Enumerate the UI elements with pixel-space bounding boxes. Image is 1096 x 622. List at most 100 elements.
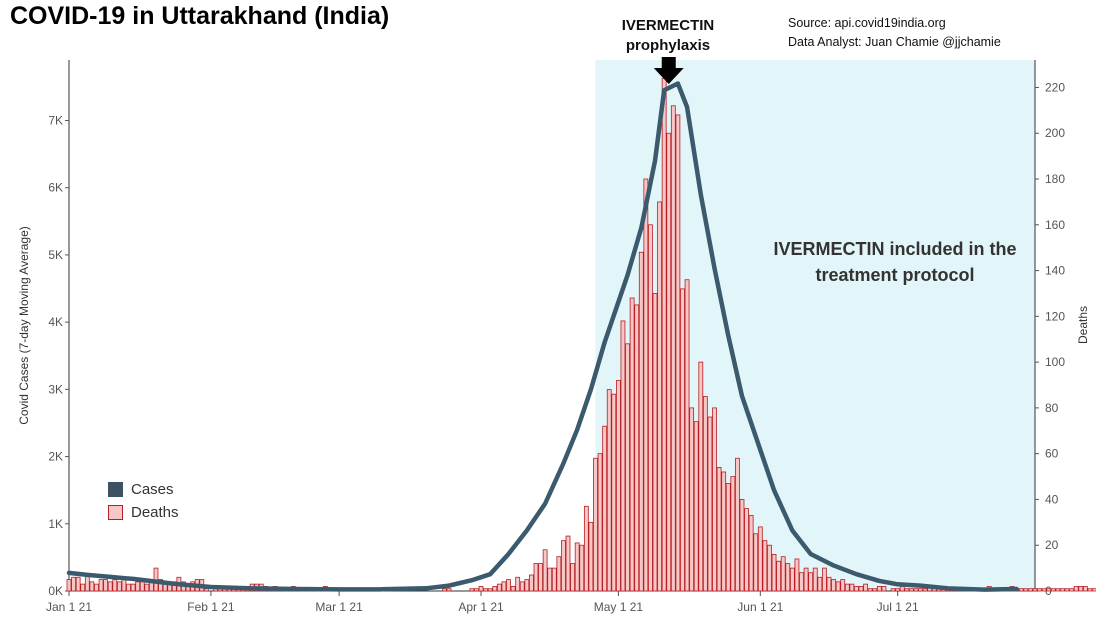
deaths-bar xyxy=(135,581,141,592)
deaths-bar xyxy=(1032,588,1038,592)
deaths-bar xyxy=(89,581,95,592)
deaths-bar xyxy=(698,361,704,592)
deaths-bar xyxy=(648,224,653,592)
deaths-bar xyxy=(606,389,612,592)
x-tick-label: Mar 1 21 xyxy=(315,600,363,614)
y-left-tick-label: 1K xyxy=(48,517,63,531)
y-right-tick-label: 180 xyxy=(1045,172,1065,186)
deaths-bar xyxy=(203,588,209,592)
deaths-bar xyxy=(812,567,818,592)
deaths-bar xyxy=(854,586,859,592)
deaths-bar xyxy=(474,588,479,592)
deaths-bar xyxy=(487,588,493,592)
deaths-bar xyxy=(1060,588,1065,592)
deaths-bar xyxy=(1087,588,1093,592)
deaths-bar xyxy=(446,588,452,592)
y-right-tick-label: 80 xyxy=(1045,401,1059,415)
y-left-tick-label: 6K xyxy=(48,181,63,195)
deaths-bar xyxy=(771,553,777,592)
deaths-bar xyxy=(496,583,502,592)
deaths-bar xyxy=(112,579,118,592)
treatment-annotation: IVERMECTIN included in the treatment pro… xyxy=(760,236,1030,288)
y-left-tick-label: 2K xyxy=(48,450,63,464)
deaths-bar xyxy=(538,563,543,592)
deaths-bar xyxy=(71,576,76,592)
deaths-bar xyxy=(629,297,635,592)
deaths-bar xyxy=(1037,588,1042,592)
deaths-bar xyxy=(506,579,511,592)
deaths-bar xyxy=(730,476,736,592)
treatment-annotation-line1: IVERMECTIN included in the xyxy=(773,239,1017,259)
deaths-bar xyxy=(785,563,791,592)
deaths-bar xyxy=(1055,588,1061,592)
legend-item-deaths: Deaths xyxy=(108,501,179,524)
deaths-bar xyxy=(130,583,136,592)
deaths-bar xyxy=(638,251,644,592)
deaths-bar xyxy=(1073,586,1079,592)
deaths-bar xyxy=(881,586,887,592)
deaths-bar xyxy=(666,132,672,592)
deaths-bar xyxy=(84,574,90,592)
deaths-bar xyxy=(735,457,740,592)
deaths-bar xyxy=(103,579,109,592)
deaths-bar xyxy=(510,586,516,592)
deaths-bar xyxy=(492,586,498,592)
deaths-bar xyxy=(684,279,690,592)
y-left-tick-label: 0K xyxy=(48,584,63,598)
deaths-bar xyxy=(565,535,571,592)
deaths-bar xyxy=(867,588,873,592)
deaths-bar xyxy=(849,583,855,592)
deaths-bar xyxy=(789,567,795,592)
deaths-bar xyxy=(583,505,589,592)
x-tick-label: Feb 1 21 xyxy=(187,600,235,614)
deaths-bar xyxy=(670,105,676,592)
deaths-bar xyxy=(643,178,649,592)
treatment-annotation-line2: treatment protocol xyxy=(815,265,975,285)
y-right-tick-label: 140 xyxy=(1045,264,1065,278)
deaths-bar xyxy=(716,467,722,592)
deaths-bar xyxy=(707,416,713,592)
prophylaxis-arrow xyxy=(653,57,684,84)
prophylaxis-annotation-line2: prophylaxis xyxy=(625,37,711,54)
y-left-tick-label: 5K xyxy=(48,248,63,262)
y-right-tick-label: 20 xyxy=(1045,538,1059,552)
deaths-bar xyxy=(80,583,86,592)
x-tick-label: Apr 1 21 xyxy=(458,600,504,614)
chart-title: COVID-19 in Uttarakhand (India) xyxy=(10,2,390,30)
deaths-bar xyxy=(725,483,731,592)
deaths-bar xyxy=(515,576,521,592)
deaths-bar xyxy=(831,579,836,592)
deaths-bar xyxy=(872,588,878,592)
cases-swatch xyxy=(108,482,123,497)
deaths-bar xyxy=(840,579,846,592)
prophylaxis-annotation: IVERMECTIN prophylaxis xyxy=(598,16,738,56)
deaths-bar xyxy=(712,407,717,592)
y-right-tick-label: 40 xyxy=(1045,492,1059,506)
deaths-bar xyxy=(625,343,630,592)
deaths-bar xyxy=(780,556,786,592)
deaths-bar xyxy=(652,293,658,592)
deaths-bar xyxy=(1041,588,1047,592)
prophylaxis-annotation-line1: IVERMECTIN xyxy=(621,17,715,34)
deaths-bar xyxy=(1078,586,1084,592)
deaths-bar xyxy=(602,425,608,592)
deaths-bar xyxy=(570,563,575,592)
deaths-bar xyxy=(895,588,901,592)
deaths-bar xyxy=(1046,588,1052,592)
y-right-tick-label: 120 xyxy=(1045,309,1065,323)
deaths-bar xyxy=(126,583,131,592)
deaths-bar xyxy=(1092,588,1096,592)
y-left-tick-label: 4K xyxy=(48,315,63,329)
deaths-bar xyxy=(748,515,754,592)
deaths-bar xyxy=(913,588,919,592)
deaths-bar xyxy=(116,581,122,592)
deaths-bar xyxy=(574,542,580,592)
deaths-bar xyxy=(158,579,163,592)
deaths-bar xyxy=(1069,588,1075,592)
deaths-bar xyxy=(661,77,667,592)
deaths-bar xyxy=(547,567,553,592)
deaths-bar xyxy=(799,572,804,592)
deaths-bar xyxy=(794,558,800,592)
deaths-bar xyxy=(844,583,850,592)
deaths-bar xyxy=(483,588,489,592)
